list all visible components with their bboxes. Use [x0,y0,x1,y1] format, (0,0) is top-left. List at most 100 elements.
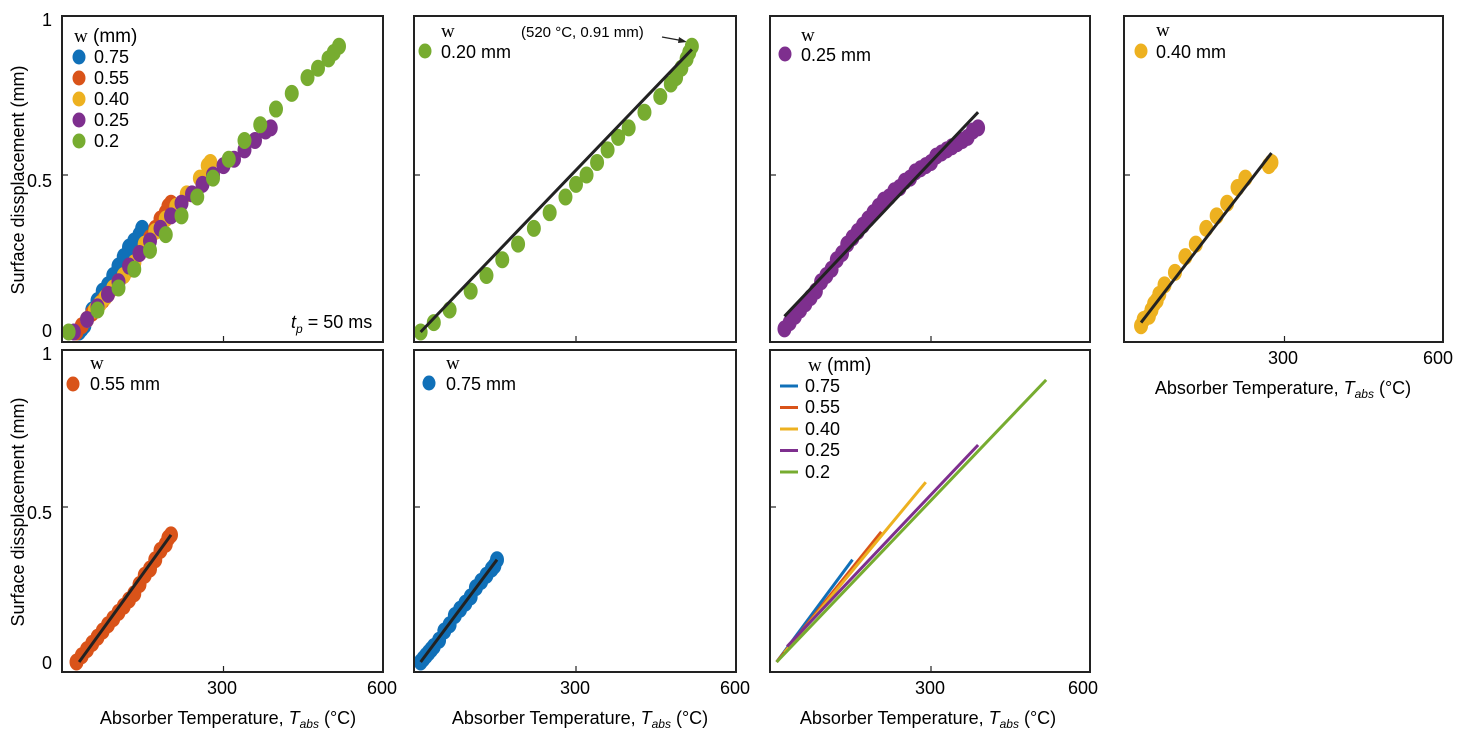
data-point-all-widths-025-17 [248,131,262,149]
data-point-w040-040mm-11 [1199,219,1214,237]
data-point-all-widths-02-14 [300,69,315,87]
legend-marker-all-w040 [72,91,86,107]
legend-marker-all-w025 [72,112,86,128]
panel-frame-w075 [413,349,737,673]
panel-w040 [1123,15,1444,343]
data-point-all-widths-025-6 [132,245,147,262]
ytick-label-bottom-1: 1 [42,344,52,364]
xlabel-p4: Absorber Temperature, Tabs (°C) [100,708,356,731]
legend-marker-all-w020 [72,133,86,149]
legend-label-fits-055: 0.55 [805,397,840,417]
data-point-all-widths-02-12 [269,100,283,118]
fit-line-w025 [783,111,980,318]
legend-label-w040: 0.40 mm [1156,42,1226,62]
legend-marker-all-w055 [72,70,86,86]
legend-label-w075: 0.75 mm [446,374,516,394]
data-point-w020-020mm-14 [611,128,626,146]
ytick-label-top-05: 0.5 [27,171,52,191]
data-point-w020-020mm-12 [590,153,605,171]
ytick-label-top-1: 1 [42,10,52,30]
plot-area-w040 [1134,152,1279,335]
legend-markers-all [72,49,86,149]
data-point-w040-040mm-17 [1264,153,1279,171]
data-point-all-widths-02-11 [253,116,268,134]
legend-marker-w075 [422,375,436,391]
ytick-label-top-0: 0 [42,321,52,341]
data-point-all-widths-02-3 [127,260,142,278]
xlabel-p5: Absorber Temperature, Tabs (°C) [452,708,708,731]
ytick-label-bottom-0: 0 [42,653,52,673]
legend-marker-w055 [66,376,80,392]
data-point-all-widths-02-1 [90,301,105,319]
legend-marker-w040 [1134,43,1148,59]
legend-title-w025: w [801,25,815,46]
panel-fits [769,349,1091,673]
legend-label-fits-075: 0.75 [805,376,840,396]
data-point-all-widths-02-6 [174,207,189,225]
panel-w025 [769,15,1091,343]
data-point-all-widths-02-2 [111,279,126,297]
plot-area-w020 [414,37,699,341]
ticks-fits [770,506,932,672]
data-point-all-widths-02-7 [190,188,205,206]
legend-marker-w020 [418,43,432,59]
xtick-label-p6-600: 600 [1068,678,1098,698]
data-point-all-widths-025-9 [164,207,178,225]
ylabel-bottom: Surface dissplacement (mm) [8,397,28,626]
fit-line-w055 [77,534,173,663]
xtick-label-p4-300: 300 [207,678,237,698]
fit-series-line-025 [785,443,980,648]
panels [61,15,1444,673]
data-point-all-widths-025-19 [263,119,278,137]
legend-single-markers [66,43,1148,392]
data-point-all-widths-02-9 [221,150,236,168]
plot-area-fits [775,378,1048,664]
data-point-all-widths-02-0 [62,323,76,341]
data-point-w020-020mm-13 [600,141,615,159]
data-point-all-widths-02-5 [158,226,173,244]
data-point-all-widths-025-3 [101,285,115,303]
data-point-w020-020mm-11 [579,166,594,184]
fit-line-w020 [419,48,693,334]
xtick-label-p3-600: 600 [1423,348,1453,368]
panel-frame-w020 [413,15,737,343]
data-point-all-widths-02-10 [237,131,252,149]
legend-lines-fits [780,384,798,474]
data-point-w020-020mm-23 [684,37,699,55]
legend-title-fits: w (mm) [808,355,871,376]
panel-frame-fits [769,349,1091,673]
panel-frame-w040 [1123,15,1444,343]
xtick-label-p4-600: 600 [367,678,397,698]
legend-label-all-075: 0.75 [94,47,129,67]
ylabel-top: Surface dissplacement (mm) [8,65,28,294]
data-point-w040-040mm-8 [1167,263,1182,281]
legend-label-fits-025: 0.25 [805,440,840,460]
plot-area-w075 [414,551,504,671]
data-point-w020-020mm-4 [479,266,494,284]
fit-series-line-02 [775,378,1048,664]
data-point-w020-020mm-8 [542,204,557,222]
panel-w020 [413,15,737,343]
xtick-label-p5-300: 300 [560,678,590,698]
data-point-w020-020mm-9 [558,188,573,206]
data-point-w020-020mm-6 [511,235,526,253]
legend-marker-all-w075 [72,49,86,65]
data-point-w020-020mm-10 [569,175,583,193]
xtick-label-p3-300: 300 [1268,348,1298,368]
legend-label-all-020: 0.2 [94,131,119,151]
legend-label-all-040: 0.40 [94,89,129,109]
xtick-label-p5-600: 600 [720,678,750,698]
data-point-w020-020mm-17 [653,88,668,105]
data-point-w020-020mm-3 [463,282,478,300]
legend-label-w020: 0.20 mm [441,42,511,62]
data-point-w020-020mm-15 [621,119,636,137]
xlabel-p6: Absorber Temperature, Tabs (°C) [800,708,1056,731]
data-point-all-widths-02-13 [284,84,299,102]
data-point-w020-020mm-7 [526,219,541,237]
plot-area-w025 [777,111,986,338]
legend-title-w020: w [441,21,455,42]
plot-area-w055 [69,526,178,671]
data-point-all-widths-02-15 [311,59,325,77]
legend-label-all-025: 0.25 [94,110,129,130]
